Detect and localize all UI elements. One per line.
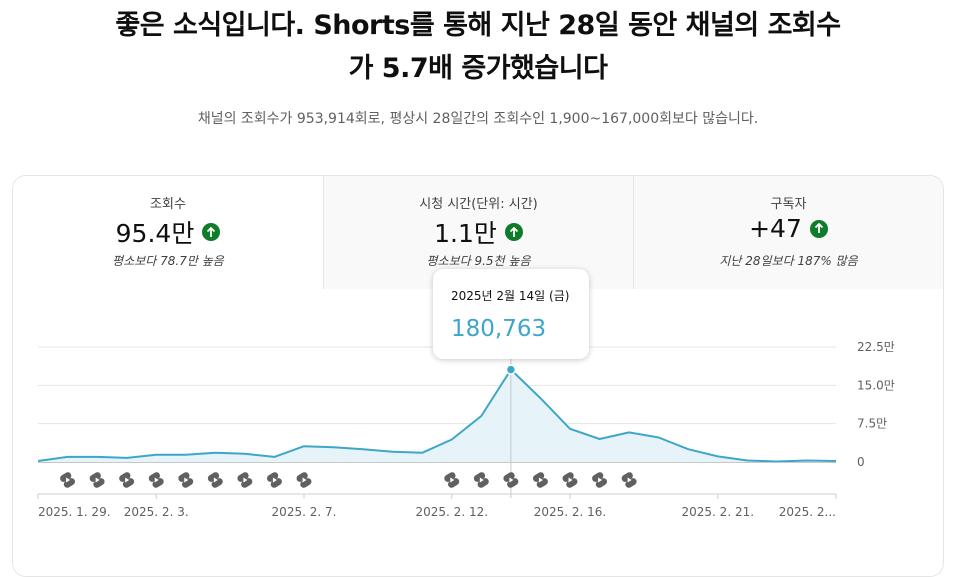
- shorts-icon[interactable]: [266, 471, 284, 489]
- x-tick-label: 2025. 2. 7.: [272, 505, 337, 519]
- x-tick-label: 2025. 2. 3.: [124, 505, 189, 519]
- shorts-icon[interactable]: [236, 471, 254, 489]
- y-tick-label: 0: [857, 455, 865, 469]
- shorts-icon[interactable]: [118, 471, 136, 489]
- x-tick-label: 2025. 2. 21.: [682, 505, 755, 519]
- shorts-icon[interactable]: [295, 471, 313, 489]
- trend-up-icon: [809, 219, 828, 238]
- trend-up-icon: [504, 223, 523, 241]
- metric-comparison: 평소보다 78.7만 높음: [112, 254, 224, 268]
- metric-comparison: 평소보다 9.5천 높음: [426, 254, 531, 268]
- metric-tab-subscribers[interactable]: 구독자 +47 지난 28일보다 187% 많음: [633, 176, 943, 289]
- x-tick-label: 2025. 2...: [779, 505, 836, 519]
- metric-label: 구독자: [770, 197, 807, 212]
- views-line: [37, 368, 837, 463]
- shorts-icon[interactable]: [207, 471, 225, 489]
- metric-comparison: 지난 28일보다 187% 많음: [719, 254, 858, 268]
- tooltip-value: 180,763: [451, 316, 547, 342]
- views-chart[interactable]: 0 7.5만 15.0만 22.5만 2025. 1. 29. 2025. 2. 3. 20…: [0, 0, 956, 553]
- shorts-icon[interactable]: [147, 471, 165, 489]
- y-tick-label: 15.0만: [857, 378, 895, 392]
- metric-tab-views[interactable]: 조회수 95.4만 평소보다 78.7만 높음: [13, 176, 323, 289]
- shorts-icon[interactable]: [473, 471, 491, 489]
- x-tick-label: 2025. 1. 29.: [38, 505, 111, 519]
- highlight-point: [505, 364, 517, 375]
- metric-value: +47: [749, 214, 802, 243]
- subheadline: 채널의 조회수가 953,914회로, 평상시 28일간의 조회수인 1,900…: [197, 111, 759, 127]
- tooltip-date: 2025년 2월 14일 (금): [451, 289, 570, 303]
- shorts-icon[interactable]: [532, 471, 550, 489]
- headline: 좋은 소식입니다. Shorts를 통해 지난 28일 동안 채널의 조회수 가…: [0, 4, 956, 90]
- chart-tooltip: 2025년 2월 14일 (금) 180,763: [433, 269, 589, 359]
- shorts-icon[interactable]: [561, 471, 579, 489]
- shorts-icon[interactable]: [591, 471, 609, 489]
- y-tick-label: 7.5만: [857, 417, 887, 431]
- shorts-icon[interactable]: [59, 471, 77, 489]
- trend-up-icon: [202, 223, 221, 241]
- shorts-icon[interactable]: [443, 471, 461, 489]
- metric-value: 95.4만: [115, 219, 195, 248]
- metric-value: 1.1만: [434, 219, 497, 248]
- metric-tabs: 조회수 95.4만 평소보다 78.7만 높음 시청 시간(단위: 시간) 1.…: [13, 176, 943, 289]
- metric-label: 시청 시간(단위: 시간): [419, 197, 538, 212]
- views-area: [38, 369, 836, 462]
- x-tick-label: 2025. 2. 16.: [534, 505, 607, 519]
- metric-label: 조회수: [150, 197, 186, 212]
- shorts-icon[interactable]: [177, 471, 195, 489]
- shorts-icon[interactable]: [88, 471, 106, 489]
- shorts-icon[interactable]: [502, 471, 520, 489]
- x-tick-label: 2025. 2. 12.: [416, 505, 489, 519]
- analytics-card: 조회수 95.4만 평소보다 78.7만 높음 시청 시간(단위: 시간) 1.…: [12, 175, 944, 577]
- headline-line-1: 좋은 소식입니다. Shorts를 통해 지난 28일 동안 채널의 조회수: [115, 10, 841, 41]
- headline-line-2: 가 5.7배 증가했습니다: [348, 53, 608, 84]
- shorts-icon[interactable]: [620, 471, 638, 489]
- y-tick-label: 22.5만: [857, 340, 895, 354]
